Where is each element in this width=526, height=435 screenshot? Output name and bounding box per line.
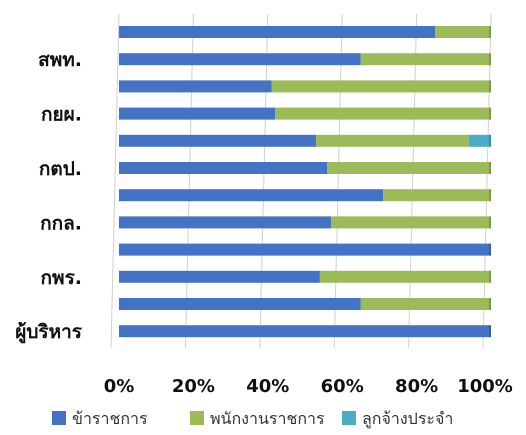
category-label: กยผ. bbox=[41, 104, 82, 126]
bar-end-cap bbox=[489, 162, 491, 174]
x-tick-labels: 0% 20% 40% 60% 80% 100% bbox=[104, 376, 513, 397]
bar-end-cap bbox=[489, 189, 491, 202]
category-label: กกล. bbox=[40, 212, 82, 234]
bar-segment-series-0-row-8 bbox=[119, 243, 491, 256]
bar-segment-series-0-row-6 bbox=[119, 189, 384, 202]
bar-end-cap bbox=[489, 134, 491, 147]
bar-segment-series-0-row-5 bbox=[119, 162, 328, 174]
bar-end-cap bbox=[489, 107, 491, 120]
bar-end-cap bbox=[489, 80, 491, 93]
bar-segment-series-1-row-4 bbox=[316, 134, 469, 147]
bar-end-cap bbox=[489, 26, 491, 38]
gridline bbox=[333, 13, 343, 349]
category-label: กพร. bbox=[41, 267, 82, 289]
category-label: กตป. bbox=[39, 158, 82, 180]
gridline bbox=[408, 13, 418, 349]
legend: ข้าราชการ พนักงานราชการ ลูกจ้างประจำ bbox=[52, 409, 453, 429]
bar-segment-series-0-row-9 bbox=[119, 270, 320, 283]
legend-entry: พนักงานราชการ bbox=[210, 409, 325, 428]
legend-entry: ข้าราชการ bbox=[72, 409, 148, 428]
category-label: ผู้บริหาร bbox=[15, 321, 83, 344]
gridline bbox=[259, 13, 269, 349]
gridline bbox=[482, 13, 492, 349]
bar-segment-series-0-row-2 bbox=[119, 80, 272, 93]
bar-segment-series-1-row-2 bbox=[271, 80, 491, 93]
legend-swatch bbox=[52, 411, 66, 425]
x-tick-label: 40% bbox=[246, 376, 289, 397]
legend-entry: ลูกจ้างประจำ bbox=[362, 409, 453, 429]
x-tick-label: 20% bbox=[172, 376, 215, 397]
bar-segment-series-1-row-7 bbox=[331, 216, 491, 229]
bar-segment-series-1-row-10 bbox=[360, 298, 491, 310]
x-tick-label: 0% bbox=[104, 376, 135, 397]
bar-segment-series-1-row-6 bbox=[383, 189, 491, 202]
bar-end-cap bbox=[489, 53, 491, 66]
bar-end-cap bbox=[489, 243, 491, 256]
gridlines bbox=[110, 13, 492, 349]
x-tick-label: 100% bbox=[457, 376, 513, 397]
legend-swatch bbox=[190, 411, 204, 425]
legend-swatch bbox=[342, 411, 356, 425]
bar-segment-series-2-row-4 bbox=[468, 134, 491, 147]
bar-segment-series-1-row-3 bbox=[275, 107, 491, 120]
gridline bbox=[110, 13, 120, 349]
bar-segment-series-1-row-1 bbox=[360, 53, 491, 66]
bar-segment-series-0-row-4 bbox=[119, 134, 317, 147]
bar-end-cap bbox=[489, 216, 491, 229]
bar-segment-series-0-row-3 bbox=[119, 107, 276, 120]
category-labels: สพท. กยผ. กตป. กกล. กพร. ผู้บริหาร bbox=[15, 49, 83, 344]
bar-segment-series-0-row-0 bbox=[119, 26, 436, 38]
x-tick-label: 80% bbox=[395, 376, 438, 397]
bar-segment-series-1-row-0 bbox=[435, 26, 491, 38]
x-tick-label: 60% bbox=[321, 376, 364, 397]
bar-end-cap bbox=[489, 270, 491, 283]
category-label: สพท. bbox=[38, 49, 82, 71]
bar-segment-series-0-row-7 bbox=[119, 216, 332, 229]
bars bbox=[119, 26, 491, 338]
bar-segment-series-0-row-1 bbox=[119, 53, 361, 66]
bar-segment-series-0-row-11 bbox=[119, 325, 491, 338]
bar-segment-series-0-row-10 bbox=[119, 298, 361, 310]
bar-segment-series-1-row-9 bbox=[319, 270, 491, 283]
gridline bbox=[184, 13, 194, 349]
bar-end-cap bbox=[489, 298, 491, 310]
bar-segment-series-1-row-5 bbox=[327, 162, 491, 174]
bar-end-cap bbox=[489, 325, 491, 338]
